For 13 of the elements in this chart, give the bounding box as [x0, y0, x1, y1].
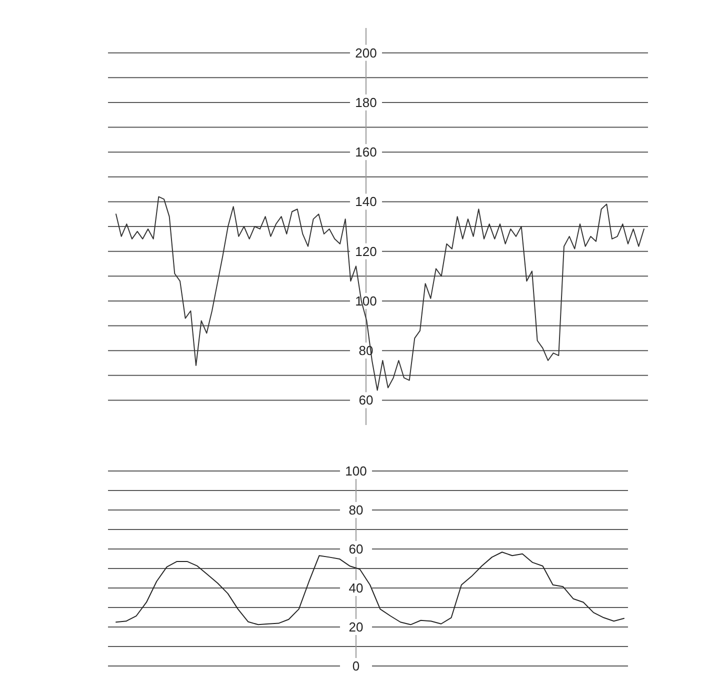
- y-tick-label: 120: [355, 244, 377, 259]
- y-tick-label: 0: [352, 658, 360, 674]
- line-series: [116, 196, 644, 391]
- y-tick-label: 160: [355, 144, 377, 160]
- y-tick-label: 40: [348, 580, 364, 596]
- y-tick-label: 100: [345, 464, 367, 478]
- y-tick-label: 200: [355, 45, 377, 60]
- y-tick-label: 60: [358, 392, 374, 408]
- y-tick-label: 80: [348, 502, 364, 518]
- y-tick-label: 60: [348, 542, 364, 556]
- y-tick-label: 180: [355, 94, 377, 110]
- y-tick-label: 20: [348, 620, 364, 634]
- y-tick-label: 140: [355, 194, 377, 210]
